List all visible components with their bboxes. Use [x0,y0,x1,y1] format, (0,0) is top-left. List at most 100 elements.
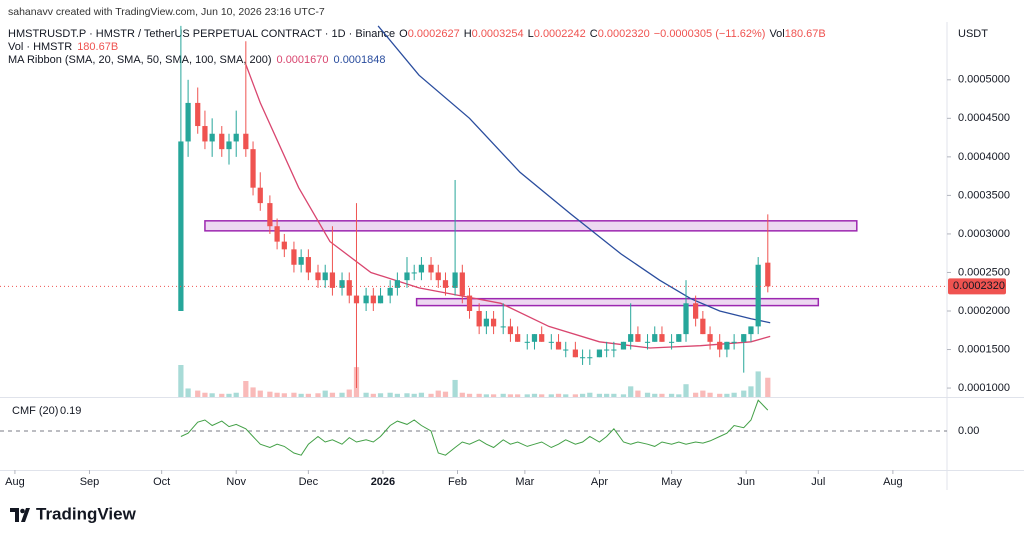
y-tick-label: 0.0002500 [958,266,1010,278]
candle-body [524,341,530,343]
volume-bar [596,393,603,397]
candle-body [620,341,627,350]
candle-body [717,341,723,350]
volume-bar [202,392,208,397]
legend-vol-value: 180.67B [785,28,826,40]
candle-body [659,334,665,342]
candle-body [346,280,352,296]
y-tick-label: 0.0004500 [958,112,1010,124]
legend-value: 0.0002627 [408,28,460,40]
candle-body [370,295,376,304]
legend-value: 0.0002242 [534,28,586,40]
candle-body [644,341,651,343]
legend-change: −0.0000305 (−11.62%) [654,28,766,40]
volume-bar [428,393,434,397]
volume-bar [676,394,682,397]
last-price-box [948,278,1006,295]
candle-body [178,141,184,311]
candle-body [572,349,578,358]
volume-bar [620,394,627,397]
candle-body [243,133,249,150]
volume-bar [524,394,530,397]
volume-bar [267,391,273,397]
y-tick-label: 0.0004000 [958,151,1010,163]
candle-body [363,295,369,304]
volume-bar [298,393,304,397]
volume-bar [628,386,634,397]
x-tick-label: 2026 [371,476,395,488]
volume-bar [387,392,393,397]
candle-body [305,257,311,273]
cmf-line [180,399,769,456]
volume-bar [490,394,497,397]
candle-body [274,226,280,242]
candle-body [587,357,593,359]
candle-body [531,334,538,342]
volume-bar [724,393,730,397]
cmf-tick-label: 0.00 [958,425,979,437]
candle-body [731,341,737,343]
candle-body [563,349,569,351]
x-tick-label: Sep [80,476,100,488]
volume-bar [539,394,545,397]
candle-body [724,341,730,350]
volume-bar [370,393,376,397]
volume-bar [442,391,449,397]
volume-bar [219,393,225,397]
volume-bar [635,390,641,397]
legend-key: L [528,28,534,40]
candle-body [500,326,506,328]
moving-average [377,25,771,324]
volume-bar [483,394,489,397]
candle-body [209,133,215,142]
volume-bar [765,377,771,397]
candle-body [291,249,297,265]
volume-bar [555,393,562,397]
candle-body [315,272,321,281]
x-tick-label: May [661,476,682,488]
volume-bar [394,393,400,397]
logo-icon [10,508,30,522]
logo: TradingView [10,504,137,523]
legend-ma-value: 0.0001848 [334,54,386,66]
x-tick-label: Jun [737,476,755,488]
candle-body [233,133,239,142]
candle-body [490,318,497,327]
volume-bar [683,384,689,397]
candle-body [452,272,458,288]
volume-bar [652,393,658,397]
x-tick-label: Apr [591,476,608,488]
volume-bar [243,381,249,397]
y-tick-label: 0.0005000 [958,74,1010,86]
volume-bar [250,387,256,397]
volume-bar [548,394,554,397]
candle-body [579,357,586,359]
volume-bar [515,394,521,397]
volume-bar [195,390,201,397]
y-tick-label: 0.0001500 [958,343,1010,355]
x-tick-label: Oct [153,476,170,488]
candle-body [483,318,489,327]
zone [415,297,820,307]
y-tick-label: 0.0003000 [958,228,1010,240]
volume-bar [315,393,321,397]
candle-body [322,272,328,281]
volume-bar [579,393,586,397]
candle-body [604,349,610,351]
volume-bar [257,390,263,397]
volume-bar [748,386,754,397]
legend-key: H [464,28,472,40]
legend-volume-value: 180.67B [77,41,118,53]
candle-body [298,257,304,265]
candle-body [435,272,441,281]
zone [204,220,858,232]
candle-body [195,102,201,127]
candle-body [700,318,706,335]
candle-body [267,203,273,227]
x-tick-label: Dec [299,476,319,488]
x-tick-label: Aug [883,476,903,488]
